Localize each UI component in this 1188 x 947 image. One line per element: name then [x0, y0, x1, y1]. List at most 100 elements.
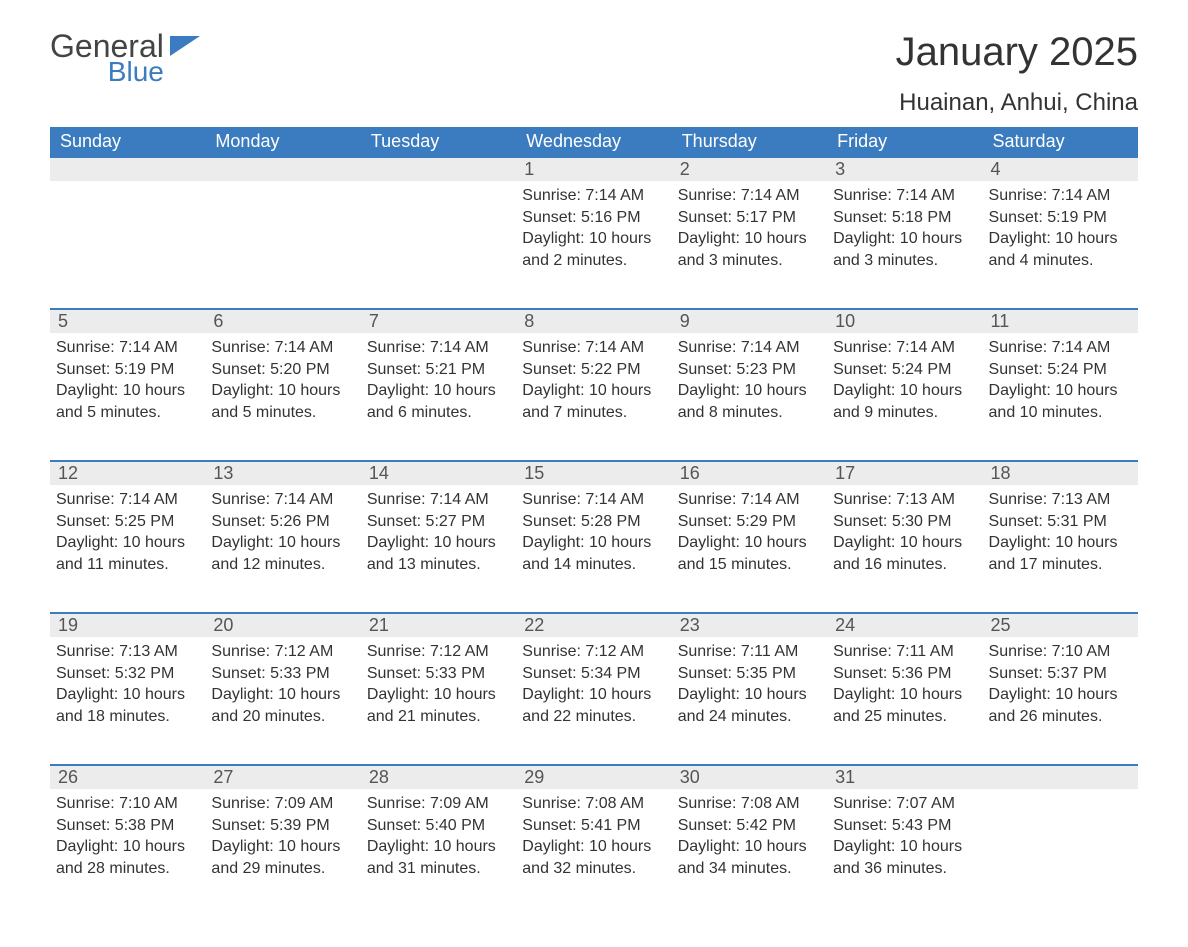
day-content-row: Sunrise: 7:14 AMSunset: 5:16 PMDaylight:…	[50, 181, 1138, 309]
day-number: 22	[516, 613, 671, 637]
sunrise-text: Sunrise: 7:14 AM	[833, 185, 976, 207]
calendar-table: SundayMondayTuesdayWednesdayThursdayFrid…	[50, 127, 1138, 917]
flag-icon	[170, 36, 200, 60]
sunrise-text: Sunrise: 7:12 AM	[367, 641, 510, 663]
day-number: 19	[50, 613, 205, 637]
day-cell: Sunrise: 7:14 AMSunset: 5:22 PMDaylight:…	[516, 333, 671, 461]
day-number: 24	[827, 613, 982, 637]
sunrise-text: Sunrise: 7:08 AM	[678, 793, 821, 815]
day-number: 9	[672, 309, 827, 333]
day-cell: Sunrise: 7:14 AMSunset: 5:16 PMDaylight:…	[516, 181, 671, 309]
weekday-header: Wednesday	[516, 127, 671, 157]
sunrise-text: Sunrise: 7:14 AM	[989, 337, 1132, 359]
sunrise-text: Sunrise: 7:14 AM	[833, 337, 976, 359]
sunset-text: Sunset: 5:41 PM	[522, 815, 665, 837]
daylight-text: Daylight: 10 hours and 36 minutes.	[833, 836, 976, 879]
day-cell: Sunrise: 7:13 AMSunset: 5:32 PMDaylight:…	[50, 637, 205, 765]
day-cell: Sunrise: 7:12 AMSunset: 5:33 PMDaylight:…	[205, 637, 360, 765]
day-number: 25	[983, 613, 1138, 637]
day-number-row: 12131415161718	[50, 461, 1138, 485]
logo: General Blue	[50, 30, 200, 86]
daylight-text: Daylight: 10 hours and 32 minutes.	[522, 836, 665, 879]
day-content-row: Sunrise: 7:14 AM Sunset: 5:25 PM Daylight:…	[50, 485, 1138, 613]
day-cell: Sunrise: 7:09 AMSunset: 5:40 PMDaylight:…	[361, 789, 516, 917]
daylight-text: Daylight: 10 hours and 22 minutes.	[522, 684, 665, 727]
daylight-text: Daylight: 10 hours and 4 minutes.	[989, 228, 1132, 271]
daylight-text: Daylight: 10 hours and 18 minutes.	[56, 684, 199, 727]
day-cell: Sunrise: 7:12 AMSunset: 5:33 PMDaylight:…	[361, 637, 516, 765]
sunset-text: Sunset: 5:30 PM	[833, 511, 976, 533]
day-number: 30	[672, 765, 827, 789]
sunrise-text: Sunrise: 7:07 AM	[833, 793, 976, 815]
sunset-text: Sunset: 5:24 PM	[989, 359, 1132, 381]
daylight-text: Daylight: 10 hours and 15 minutes.	[678, 532, 821, 575]
sunrise-text: Sunrise: 7:14 AM	[522, 185, 665, 207]
daylight-text: Daylight: 10 hours and 2 minutes.	[522, 228, 665, 271]
day-number: 31	[827, 765, 982, 789]
day-number: 18	[983, 461, 1138, 485]
daylight-text: Daylight: 10 hours and 17 minutes.	[989, 532, 1132, 575]
sunset-text: Sunset: 5:17 PM	[678, 207, 821, 229]
day-cell: Sunrise: 7:14 AMSunset: 5:20 PMDaylight:…	[205, 333, 360, 461]
weekday-header: Sunday	[50, 127, 205, 157]
daylight-text: Daylight: 10 hours and 20 minutes.	[211, 684, 354, 727]
day-cell: Sunrise: 7:14 AMSunset: 5:24 PMDaylight:…	[983, 333, 1138, 461]
sunset-text: Sunset: 5:31 PM	[989, 511, 1132, 533]
sunset-text: Sunset: 5:32 PM	[56, 663, 199, 685]
day-number: 7	[361, 309, 516, 333]
day-number: 21	[361, 613, 516, 637]
sunrise-text: Sunrise: 7:14 AM	[367, 337, 510, 359]
sunrise-text: Sunrise: 7:09 AM	[367, 793, 510, 815]
day-cell: Sunrise: 7:14 AMSunset: 5:24 PMDaylight:…	[827, 333, 982, 461]
sunrise-text: Sunrise: 7:14 AM	[678, 489, 821, 511]
day-cell: Sunrise: 7:14 AMSunset: 5:17 PMDaylight:…	[672, 181, 827, 309]
day-cell: Sunrise: 7:07 AMSunset: 5:43 PMDaylight:…	[827, 789, 982, 917]
day-number: 8	[516, 309, 671, 333]
day-number: 23	[672, 613, 827, 637]
day-cell: Sunrise: 7:08 AMSunset: 5:41 PMDaylight:…	[516, 789, 671, 917]
day-cell: Sunrise: 7:08 AMSunset: 5:42 PMDaylight:…	[672, 789, 827, 917]
sunrise-text: Sunrise: 7:14 AM	[989, 185, 1132, 207]
day-number: 16	[672, 461, 827, 485]
sunrise-text: Sunrise: 7:14 AM	[522, 489, 665, 511]
sunset-text: Sunset: 5:16 PM	[522, 207, 665, 229]
sunset-text: Sunset: 5:39 PM	[211, 815, 354, 837]
sunrise-text: Sunrise: 7:13 AM	[56, 641, 199, 663]
daylight-text: Daylight: 10 hours and 24 minutes.	[678, 684, 821, 727]
daylight-text: Daylight: 10 hours and 16 minutes.	[833, 532, 976, 575]
daylight-text: Daylight: 10 hours and 34 minutes.	[678, 836, 821, 879]
day-number-row: 19202122232425	[50, 613, 1138, 637]
day-cell: Sunrise: 7:14 AMSunset: 5:18 PMDaylight:…	[827, 181, 982, 309]
day-cell: Sunrise: 7:14 AMSunset: 5:19 PMDaylight:…	[983, 181, 1138, 309]
day-cell: Sunrise: 7:14 AMSunset: 5:27 PMDaylight:…	[361, 485, 516, 613]
sunset-text: Sunset: 5:28 PM	[522, 511, 665, 533]
day-number: 15	[516, 461, 671, 485]
daylight-text: Daylight: 10 hours and 31 minutes.	[367, 836, 510, 879]
weekday-header: Tuesday	[361, 127, 516, 157]
empty-day-number	[983, 765, 1138, 789]
daylight-text: Daylight: 10 hours and 28 minutes.	[56, 836, 199, 879]
empty-day-cell	[50, 181, 205, 309]
sunset-text: Sunset: 5:24 PM	[833, 359, 976, 381]
sunset-text: Sunset: 5:40 PM	[367, 815, 510, 837]
daylight-text: Daylight: 10 hours and 14 minutes.	[522, 532, 665, 575]
sunrise-text: Sunrise: 7:14 AM	[678, 185, 821, 207]
daylight-text: Daylight: 10 hours and 10 minutes.	[989, 380, 1132, 423]
day-cell: Sunrise: 7:14 AMSunset: 5:23 PMDaylight:…	[672, 333, 827, 461]
day-cell: Sunrise: 7:09 AMSunset: 5:39 PMDaylight:…	[205, 789, 360, 917]
day-number: 12	[50, 461, 205, 485]
sunset-text: Sunset: 5:19 PM	[56, 359, 199, 381]
daylight-text: Daylight: 10 hours and 21 minutes.	[367, 684, 510, 727]
sunset-text: Sunset: 5:25 PM	[56, 511, 199, 533]
day-number-row: 262728293031	[50, 765, 1138, 789]
daylight-text: Daylight: 10 hours and 5 minutes.	[56, 380, 199, 423]
day-number: 13	[205, 461, 360, 485]
day-cell: Sunrise: 7:14 AMSunset: 5:21 PMDaylight:…	[361, 333, 516, 461]
location-label: Huainan, Anhui, China	[896, 89, 1138, 117]
day-cell: Sunrise: 7:14 AMSunset: 5:29 PMDaylight:…	[672, 485, 827, 613]
day-number: 4	[983, 157, 1138, 181]
sunset-text: Sunset: 5:38 PM	[56, 815, 199, 837]
month-title: January 2025	[896, 30, 1138, 75]
weekday-header-row: SundayMondayTuesdayWednesdayThursdayFrid…	[50, 127, 1138, 157]
sunrise-text: Sunrise: 7:14 AM	[678, 337, 821, 359]
